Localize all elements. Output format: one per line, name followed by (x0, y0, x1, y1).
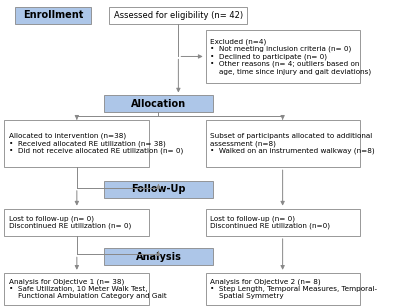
Text: Follow-Up: Follow-Up (131, 185, 186, 194)
Text: Allocation: Allocation (131, 99, 186, 109)
Text: Excluded (n=4)
•  Not meeting inclusion criteria (n= 0)
•  Declined to participa: Excluded (n=4) • Not meeting inclusion c… (210, 38, 371, 75)
FancyBboxPatch shape (206, 273, 360, 305)
Text: Lost to follow-up (n= 0)
Discontinued RE utilization (n=0): Lost to follow-up (n= 0) Discontinued RE… (210, 215, 330, 229)
Text: Analysis for Objective 1 (n= 38)
•  Safe Utilization, 10 Meter Walk Test,
    Fu: Analysis for Objective 1 (n= 38) • Safe … (9, 278, 166, 299)
FancyBboxPatch shape (4, 120, 149, 167)
FancyBboxPatch shape (104, 248, 213, 265)
Text: Subset of participants allocated to additional
assessment (n=8)
•  Walked on an : Subset of participants allocated to addi… (210, 133, 374, 154)
Text: Enrollment: Enrollment (23, 10, 84, 20)
Text: Analysis for Objective 2 (n= 8)
•  Step Length, Temporal Measures, Temporal-
   : Analysis for Objective 2 (n= 8) • Step L… (210, 278, 377, 299)
Text: Allocated to intervention (n=38)
•  Received allocated RE utilization (n= 38)
• : Allocated to intervention (n=38) • Recei… (9, 133, 183, 154)
FancyBboxPatch shape (104, 181, 213, 198)
FancyBboxPatch shape (104, 95, 213, 112)
Text: Analysis: Analysis (136, 252, 181, 262)
FancyBboxPatch shape (4, 208, 149, 236)
FancyBboxPatch shape (15, 7, 91, 24)
FancyBboxPatch shape (110, 7, 247, 24)
FancyBboxPatch shape (206, 120, 360, 167)
FancyBboxPatch shape (206, 208, 360, 236)
Text: Lost to follow-up (n= 0)
Discontinued RE utilization (n= 0): Lost to follow-up (n= 0) Discontinued RE… (9, 215, 131, 229)
FancyBboxPatch shape (206, 30, 360, 83)
Text: Assessed for eligibility (n= 42): Assessed for eligibility (n= 42) (114, 11, 243, 20)
FancyBboxPatch shape (4, 273, 149, 305)
